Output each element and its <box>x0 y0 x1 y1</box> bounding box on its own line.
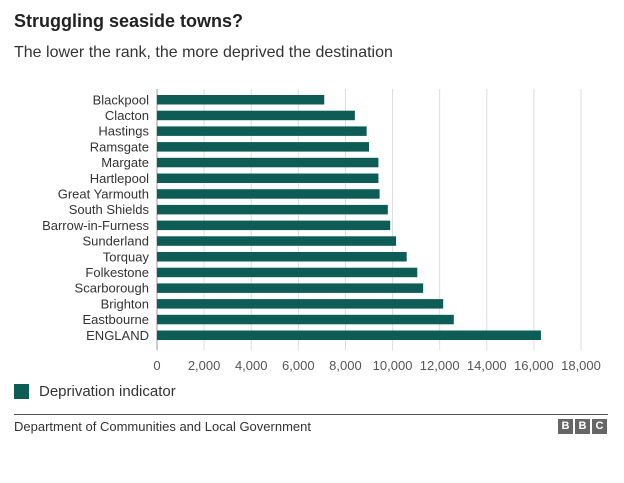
x-tick-label: 18,000 <box>561 358 601 373</box>
x-tick-label: 6,000 <box>282 358 315 373</box>
x-tick-label: 8,000 <box>329 358 362 373</box>
bar <box>157 110 355 121</box>
bar <box>157 252 407 262</box>
y-category-label: Great Yarmouth <box>58 186 149 201</box>
y-category-label: ENGLAND <box>86 328 149 343</box>
bar <box>157 157 379 168</box>
y-category-label: Clacton <box>105 108 149 123</box>
bar <box>157 142 369 152</box>
y-category-label: Brighton <box>101 296 149 311</box>
logo-letter: B <box>558 419 573 434</box>
footer-divider <box>14 414 608 415</box>
x-tick-label: 12,000 <box>420 358 460 373</box>
x-tick-label: 2,000 <box>188 358 221 373</box>
y-category-label: Hartlepool <box>90 171 149 186</box>
y-category-label: Sunderland <box>83 234 150 249</box>
legend-label: Deprivation indicator <box>39 383 176 400</box>
x-tick-label: 14,000 <box>467 358 507 373</box>
bar <box>157 314 454 325</box>
y-category-label: South Shields <box>69 202 150 217</box>
bbc-logo: B B C <box>558 419 607 434</box>
logo-letter: B <box>575 419 590 434</box>
y-category-label: Eastbourne <box>83 312 150 327</box>
bar <box>157 173 379 183</box>
bar <box>157 126 367 136</box>
bar-chart: 0 2,000 4,000 6,000 8,000 10,000 12,000 14,000 1… <box>42 89 601 373</box>
x-tick-label: 0 <box>153 358 160 373</box>
x-tick-label: 4,000 <box>235 358 268 373</box>
y-category-label: Hastings <box>98 124 149 139</box>
bar <box>157 220 391 231</box>
y-category-label: Scarborough <box>75 281 149 296</box>
x-tick-label: 16,000 <box>514 358 554 373</box>
chart-legend: Deprivation indicator <box>14 383 176 400</box>
y-category-label: Folkestone <box>85 265 149 280</box>
y-category-label: Barrow-in-Furness <box>42 218 149 233</box>
bar <box>157 189 380 199</box>
bar <box>157 267 418 278</box>
source-note: Department of Communities and Local Gove… <box>14 419 311 434</box>
bar <box>157 236 397 246</box>
chart-title: Struggling seaside towns? <box>14 11 244 31</box>
bar <box>157 204 388 215</box>
bar <box>157 283 424 293</box>
chart-subtitle: The lower the rank, the more deprived th… <box>14 44 393 61</box>
logo-letter: C <box>592 419 607 434</box>
y-category-label: Margate <box>101 155 149 170</box>
bar <box>157 299 444 309</box>
y-category-label: Torquay <box>103 249 150 264</box>
legend-swatch <box>14 384 29 399</box>
y-category-label: Blackpool <box>93 92 149 107</box>
bar <box>157 95 325 105</box>
x-tick-label: 10,000 <box>373 358 413 373</box>
y-category-label: Ramsgate <box>90 139 149 154</box>
bar <box>157 330 541 340</box>
